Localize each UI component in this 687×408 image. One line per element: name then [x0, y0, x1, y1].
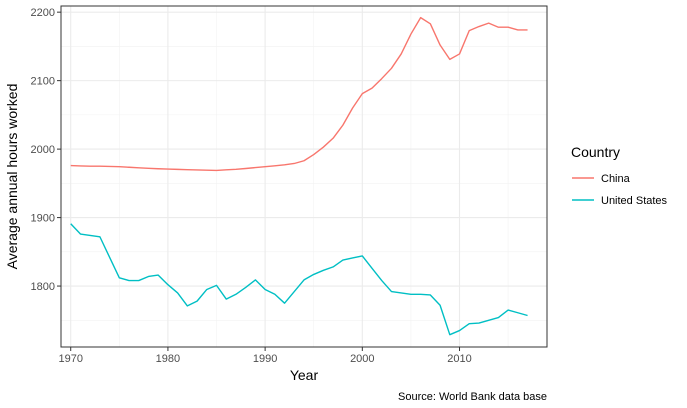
major-gridlines: [61, 6, 547, 347]
y-tick-label: 2000: [31, 144, 55, 156]
series-layer: [70, 16, 528, 336]
y-axis-title: Average annual hours worked: [4, 84, 20, 270]
y-tick-label: 2100: [31, 76, 55, 88]
series-line-china: [70, 16, 528, 172]
plot-panel-border: [60, 5, 548, 348]
minor-gridlines: [61, 6, 547, 347]
x-tick-label: 1990: [253, 353, 277, 365]
y-tick-label: 1800: [31, 281, 55, 293]
legend-title: Country: [571, 144, 620, 160]
y-tick-label: 1900: [31, 213, 55, 225]
y-axis-ticks: 1800 1900 2000 2100 2200: [31, 7, 61, 293]
series-line-united-states: [70, 223, 528, 336]
x-tick-label: 1980: [156, 353, 180, 365]
x-tick-label: 2000: [350, 353, 374, 365]
x-axis-ticks: 1970 1980 1990 2000 2010: [58, 347, 472, 365]
x-tick-label: 1970: [58, 353, 82, 365]
legend-label-china: China: [601, 173, 631, 185]
source-caption: Source: World Bank data base: [398, 391, 547, 403]
x-axis-title: Year: [290, 367, 319, 383]
y-tick-label: 2200: [31, 7, 55, 19]
legend: Country China United States: [571, 144, 668, 207]
x-tick-label: 2010: [447, 353, 471, 365]
legend-label-united-states: United States: [601, 195, 668, 207]
